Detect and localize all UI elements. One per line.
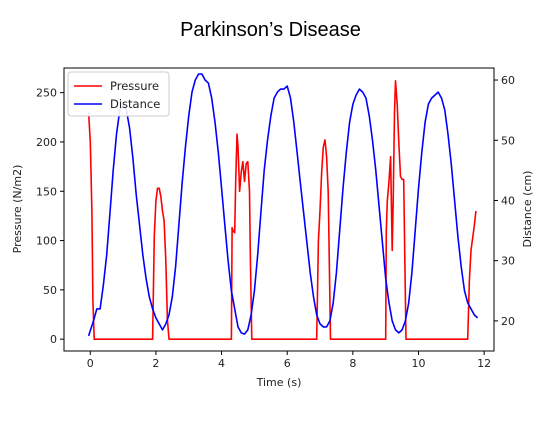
right-y-tick-label: 20	[501, 315, 515, 328]
left-y-tick-label: 0	[50, 333, 57, 346]
right-y-tick-label: 50	[501, 134, 515, 147]
left-y-axis: 0 50 100 150 200 250	[36, 87, 64, 346]
left-y-tick-label: 100	[36, 235, 57, 248]
right-y-axis: 20 30 40 50 60	[494, 74, 515, 328]
left-y-tick-label: 50	[43, 284, 57, 297]
left-y-axis-label: Pressure (N/m2)	[11, 165, 24, 254]
legend-label-pressure: Pressure	[110, 79, 159, 93]
legend: Pressure Distance	[67, 71, 170, 117]
right-y-axis-label: Distance (cm)	[521, 171, 534, 248]
series-line-pressure	[87, 80, 477, 341]
x-tick-label: 2	[152, 357, 159, 370]
x-tick-label: 0	[87, 357, 94, 370]
right-y-tick-label: 40	[501, 194, 515, 207]
legend-label-distance: Distance	[110, 97, 160, 111]
x-axis-label: Time (s)	[256, 376, 302, 389]
left-y-tick-label: 250	[36, 87, 57, 100]
left-y-tick-label: 150	[36, 185, 57, 198]
x-tick-label: 8	[349, 357, 356, 370]
plot-frame	[63, 67, 495, 352]
series-line-distance	[87, 73, 479, 337]
left-y-tick-label: 200	[36, 136, 57, 149]
x-tick-label: 12	[477, 357, 491, 370]
right-y-tick-label: 30	[501, 255, 515, 268]
x-tick-label: 10	[412, 357, 426, 370]
x-tick-label: 6	[284, 357, 291, 370]
series-layer	[87, 73, 479, 341]
x-axis: 0 2 4 6 8 10 12	[87, 351, 491, 370]
legend-box	[67, 71, 170, 117]
right-y-tick-label: 60	[501, 74, 515, 87]
x-tick-label: 4	[218, 357, 225, 370]
page-title: Parkinson’s Disease	[180, 19, 361, 41]
